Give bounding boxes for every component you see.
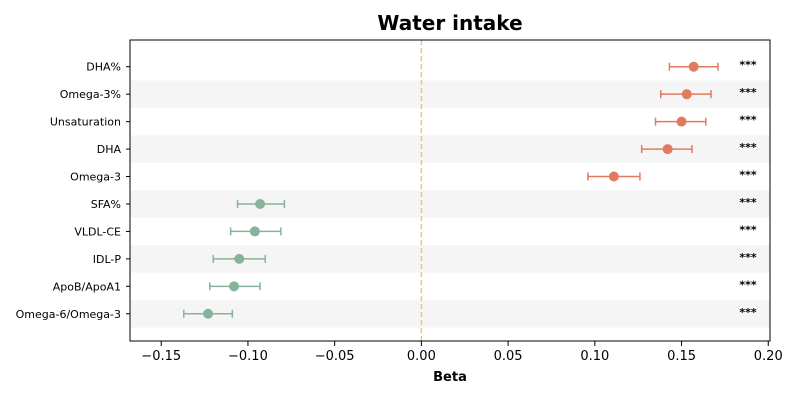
- estimate-point: [249, 226, 260, 237]
- x-tick-label: 0.05: [494, 349, 523, 364]
- y-tick-label: Omega-3%: [60, 88, 121, 101]
- chart-title: Water intake: [377, 11, 522, 35]
- estimate-point: [229, 281, 240, 292]
- x-tick-label: −0.15: [141, 349, 181, 364]
- estimate-point: [203, 308, 214, 319]
- significance-label: ***: [739, 86, 757, 99]
- estimate-point: [662, 144, 673, 155]
- significance-label: ***: [739, 114, 757, 127]
- estimate-point: [681, 89, 692, 100]
- x-axis: −0.15 −0.10 −0.05 0.00 0.05 0.10 0.15 0.20: [141, 341, 783, 364]
- y-tick-label: VLDL-CE: [74, 225, 121, 238]
- estimate-point: [608, 171, 619, 182]
- y-tick-label: Omega-3: [70, 171, 121, 184]
- y-tick-label: DHA: [97, 143, 122, 156]
- estimate-point: [676, 116, 687, 127]
- row-stripe: [130, 190, 770, 218]
- x-tick-label: 0.20: [754, 349, 783, 364]
- significance-label: ***: [739, 196, 757, 209]
- estimate-row: ***: [587, 169, 757, 182]
- estimate-row: ***: [668, 59, 757, 72]
- plot-frame: [129, 39, 771, 342]
- y-tick-label: DHA%: [86, 61, 121, 74]
- estimate-row: ***: [209, 278, 757, 292]
- significance-label: ***: [739, 251, 757, 264]
- significance-label: ***: [739, 278, 757, 291]
- y-tick-label: Unsaturation: [50, 116, 121, 129]
- x-axis-label: Beta: [433, 370, 467, 385]
- estimate-row: ***: [654, 114, 757, 127]
- estimate-point: [688, 61, 699, 72]
- estimate-row: ***: [212, 251, 757, 264]
- estimate-point: [255, 198, 266, 209]
- x-tick-label: −0.05: [315, 349, 355, 364]
- significance-label: ***: [739, 306, 757, 319]
- x-tick-label: −0.10: [228, 349, 268, 364]
- estimate-row: ***: [236, 196, 757, 209]
- estimate-row: ***: [229, 223, 757, 237]
- estimate-row: ***: [659, 86, 757, 100]
- row-stripe: [130, 300, 770, 328]
- y-tick-label: Omega-6/Omega-3: [16, 308, 121, 321]
- significance-label: ***: [739, 223, 757, 236]
- y-tick-label: IDL-P: [93, 253, 122, 266]
- estimate-row: ***: [183, 306, 757, 319]
- estimate-row: ***: [640, 141, 757, 155]
- estimate-point: [234, 253, 245, 264]
- row-stripes: [130, 80, 770, 328]
- significance-label: ***: [739, 169, 757, 182]
- x-tick-label: 0.00: [407, 349, 436, 364]
- significance-label: ***: [739, 59, 757, 72]
- y-axis: DHA% Omega-3% Unsaturation DHA Omega-3 SFA% VL…: [16, 61, 130, 321]
- y-tick-label: ApoB/ApoA1: [53, 280, 121, 293]
- data-rows: *** *** *** *** *** *** *** *** *** ***: [183, 59, 757, 319]
- y-tick-label: SFA%: [91, 198, 121, 211]
- x-tick-label: 0.15: [667, 349, 696, 364]
- significance-label: ***: [739, 141, 757, 154]
- x-tick-label: 0.10: [580, 349, 609, 364]
